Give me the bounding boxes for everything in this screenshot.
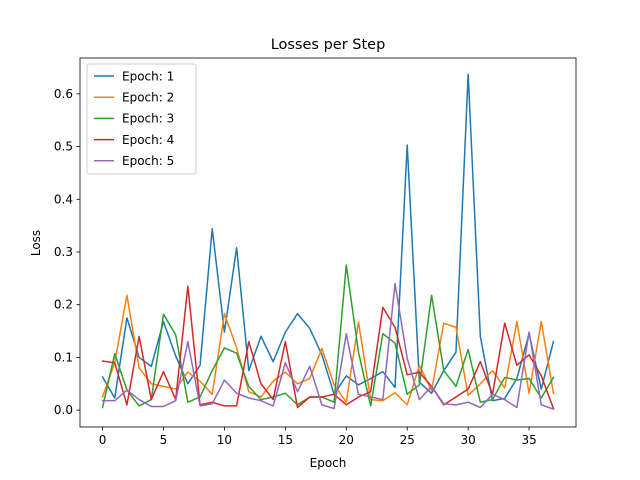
y-tick-label: 0.4 [54,192,73,206]
y-tick-label: 0.1 [54,350,73,364]
legend-label: Epoch: 3 [122,112,174,126]
plot-frame [79,57,577,428]
y-tick-label: 0.6 [54,87,73,101]
y-tick-label: 0.5 [54,140,73,154]
y-axis: 0.0 0.1 0.2 0.3 0.4 0.5 0.6 [54,87,80,417]
x-axis-label: Epoch [310,456,347,470]
legend-label: Epoch: 2 [122,91,174,105]
x-tick-label: 10 [217,433,232,447]
y-tick-label: 0.2 [54,298,73,312]
y-tick-label: 0.0 [54,403,73,417]
y-tick-label: 0.3 [54,245,73,259]
x-tick-label: 0 [99,433,107,447]
x-tick-label: 20 [339,433,354,447]
series-line-epoch-1 [101,73,555,402]
x-tick-label: 5 [160,433,168,447]
chart-title: Losses per Step [271,37,386,53]
x-tick-label: 30 [461,433,476,447]
legend-label: Epoch: 5 [122,154,174,168]
legend-box [86,63,197,175]
y-axis-label: Loss [29,230,43,256]
x-axis: 0 5 10 15 20 25 30 35 [99,427,537,447]
x-tick-label: 25 [400,433,415,447]
legend: Epoch: 1 Epoch: 2 Epoch: 3 Epoch: 4 Epoch: 5 [86,63,197,175]
legend-label: Epoch: 4 [122,133,174,147]
series-line-epoch-5 [101,282,555,411]
x-tick-label: 35 [521,433,536,447]
series-line-epoch-4 [101,285,555,410]
series-line-epoch-3 [101,264,555,409]
legend-label: Epoch: 1 [122,69,174,83]
x-tick-label: 15 [278,433,293,447]
plot-area [101,73,555,411]
